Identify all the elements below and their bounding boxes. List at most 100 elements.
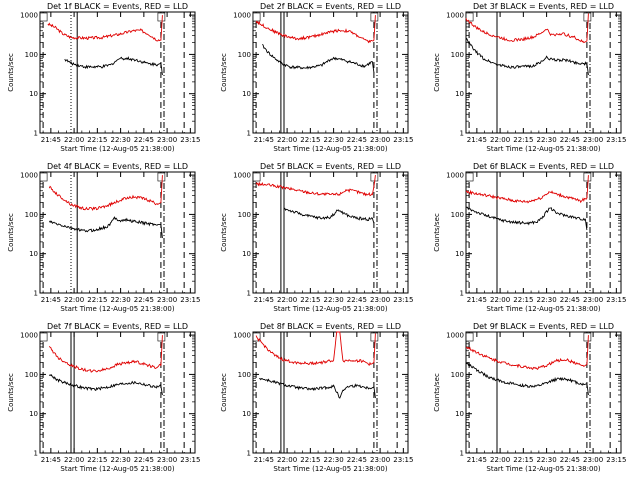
x-tick-label: 23:15 xyxy=(180,136,200,144)
y-tick-label: 1000 xyxy=(233,172,251,180)
marker-box xyxy=(252,12,261,22)
x-tick-label: 22:45 xyxy=(134,136,154,144)
x-tick-label: 23:00 xyxy=(157,136,177,144)
x-tick-label: 22:45 xyxy=(134,296,154,304)
detector-panel: Det 8f BLACK = Events, RED = LLD 1 10 100 10… xyxy=(220,322,413,473)
detector-panel: Det 1f BLACK = Events, RED = LLD 1 10 100 10… xyxy=(7,2,200,153)
panel-title: Det 6f BLACK = Events, RED = LLD xyxy=(473,162,614,171)
x-tick-label: 22:15 xyxy=(300,296,320,304)
detector-panel: Det 6f BLACK = Events, RED = LLD 1 10 100 10… xyxy=(433,162,626,313)
plot-frame xyxy=(252,11,409,134)
y-tick-label: 1000 xyxy=(233,12,251,20)
x-tick-label: 22:45 xyxy=(347,456,367,464)
panel-title: Det 3f BLACK = Events, RED = LLD xyxy=(473,2,614,11)
plot-frame xyxy=(465,171,622,294)
x-axis-label: Start Time (12-Aug-05 21:38:00) xyxy=(60,305,174,313)
y-axis-label: Counts/sec xyxy=(433,53,441,92)
x-tick-label: 22:30 xyxy=(111,136,131,144)
y-tick-label: 1 xyxy=(34,290,38,298)
detector-panel: Det 3f BLACK = Events, RED = LLD 1 10 100 10… xyxy=(433,2,626,153)
y-tick-label: 1000 xyxy=(446,172,464,180)
x-tick-label: 22:45 xyxy=(560,296,580,304)
marker-box xyxy=(583,172,592,182)
marker-box xyxy=(157,332,166,342)
x-tick-label: 22:30 xyxy=(537,456,557,464)
events-series-line xyxy=(48,216,163,239)
x-tick-label: 22:00 xyxy=(277,456,297,464)
lld-series-line xyxy=(255,331,376,366)
lld-series-line xyxy=(465,13,589,44)
x-tick-label: 22:45 xyxy=(347,296,367,304)
x-tick-label: 23:15 xyxy=(393,456,413,464)
x-tick-label: 22:00 xyxy=(277,296,297,304)
x-tick-label: 23:00 xyxy=(157,456,177,464)
lld-series-line xyxy=(465,175,589,204)
x-tick-label: 22:30 xyxy=(324,136,344,144)
events-series-line xyxy=(48,374,163,396)
y-tick-label: 1 xyxy=(34,130,38,138)
marker-box xyxy=(252,172,261,182)
events-series-line xyxy=(465,362,589,396)
x-axis-label: Start Time (12-Aug-05 21:38:00) xyxy=(486,465,600,473)
y-tick-label: 1000 xyxy=(446,12,464,20)
x-tick-label: 23:00 xyxy=(583,136,603,144)
y-tick-label: 100 xyxy=(451,51,464,59)
x-tick-label: 21:45 xyxy=(41,136,61,144)
y-axis-label: Counts/sec xyxy=(7,373,15,412)
x-tick-label: 23:15 xyxy=(606,136,626,144)
x-tick-label: 22:15 xyxy=(513,296,533,304)
x-tick-label: 22:45 xyxy=(560,456,580,464)
x-tick-label: 22:15 xyxy=(87,136,107,144)
x-tick-label: 21:45 xyxy=(467,296,487,304)
lld-series-line xyxy=(47,15,163,42)
x-tick-label: 21:45 xyxy=(254,456,274,464)
x-axis-label: Start Time (12-Aug-05 21:38:00) xyxy=(273,305,387,313)
x-tick-label: 22:30 xyxy=(324,296,344,304)
marker-box xyxy=(583,12,592,22)
x-tick-label: 23:00 xyxy=(370,456,390,464)
x-tick-label: 22:00 xyxy=(64,296,84,304)
x-tick-label: 22:15 xyxy=(513,456,533,464)
y-axis-label: Counts/sec xyxy=(7,213,15,252)
detector-panel: Det 4f BLACK = Events, RED = LLD 1 10 100 10… xyxy=(7,162,200,313)
x-tick-label: 21:45 xyxy=(41,296,61,304)
y-tick-label: 10 xyxy=(29,250,38,258)
x-tick-label: 22:00 xyxy=(490,136,510,144)
y-tick-label: 100 xyxy=(238,211,251,219)
x-tick-label: 23:00 xyxy=(370,136,390,144)
marker-box xyxy=(465,172,474,182)
y-axis-label: Counts/sec xyxy=(220,213,228,252)
plot-frame xyxy=(465,11,622,134)
x-tick-label: 23:00 xyxy=(370,296,390,304)
y-tick-label: 10 xyxy=(242,410,251,418)
x-tick-label: 23:00 xyxy=(157,296,177,304)
x-axis-label: Start Time (12-Aug-05 21:38:00) xyxy=(486,145,600,153)
y-axis-label: Counts/sec xyxy=(7,53,15,92)
y-tick-label: 10 xyxy=(455,250,464,258)
y-tick-label: 1000 xyxy=(20,12,38,20)
x-tick-label: 22:30 xyxy=(324,456,344,464)
y-tick-label: 100 xyxy=(451,371,464,379)
detector-panel: Det 2f BLACK = Events, RED = LLD 1 10 100 10… xyxy=(220,2,413,153)
x-tick-label: 22:30 xyxy=(111,456,131,464)
x-tick-label: 22:15 xyxy=(300,136,320,144)
x-tick-label: 23:00 xyxy=(583,296,603,304)
x-tick-label: 22:00 xyxy=(490,296,510,304)
marker-box xyxy=(583,332,592,342)
marker-box xyxy=(465,332,474,342)
x-tick-label: 22:30 xyxy=(537,296,557,304)
lld-series-line xyxy=(48,335,163,373)
marker-box xyxy=(39,172,48,182)
x-tick-label: 21:45 xyxy=(467,136,487,144)
y-axis-label: Counts/sec xyxy=(433,373,441,412)
x-axis-label: Start Time (12-Aug-05 21:38:00) xyxy=(273,465,387,473)
detector-panel: Det 7f BLACK = Events, RED = LLD 1 10 100 10… xyxy=(7,322,200,473)
y-tick-label: 100 xyxy=(25,211,38,219)
y-tick-label: 100 xyxy=(238,371,251,379)
x-tick-label: 23:00 xyxy=(583,456,603,464)
x-tick-label: 21:45 xyxy=(254,136,274,144)
events-series-line xyxy=(283,207,375,224)
x-tick-label: 23:15 xyxy=(393,296,413,304)
panel-title: Det 2f BLACK = Events, RED = LLD xyxy=(260,2,401,11)
